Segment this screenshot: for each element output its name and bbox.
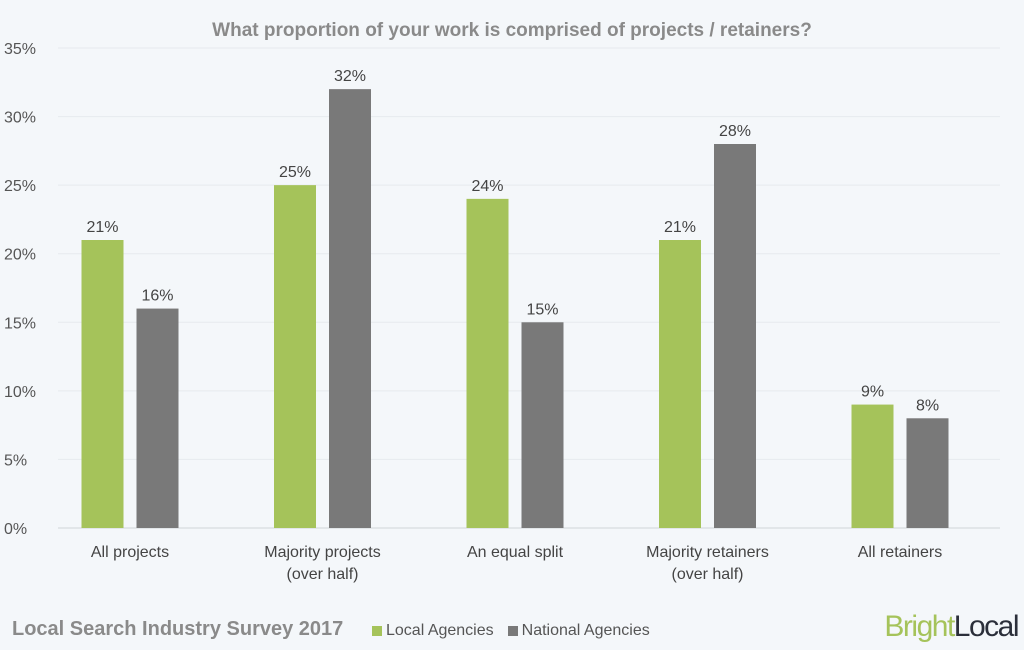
legend-item-national: National Agencies — [507, 622, 650, 640]
y-tick-label: 15% — [4, 315, 36, 332]
data-label: 24% — [471, 178, 503, 195]
brightlocal-logo: BrightLocal — [884, 610, 1019, 643]
y-tick-label: 20% — [4, 247, 36, 264]
legend-item-local: Local Agencies — [372, 622, 494, 640]
y-tick-label: 10% — [4, 384, 36, 401]
data-label: 15% — [526, 301, 558, 318]
bar-local — [851, 404, 894, 528]
bar-local — [81, 240, 124, 528]
x-tick-label: All projects — [91, 544, 169, 561]
legend: Local Agencies National Agencies — [372, 622, 650, 640]
bar-national — [329, 89, 371, 529]
legend-swatch-national — [507, 626, 518, 636]
bar-national — [906, 418, 949, 528]
data-label: 16% — [141, 288, 173, 305]
bar-national — [521, 322, 564, 528]
bar-national — [136, 308, 179, 528]
data-label: 9% — [861, 384, 884, 401]
bar-chart: What proportion of your work is comprise… — [4, 20, 1000, 583]
legend-label: National Agencies — [521, 622, 650, 639]
data-label: 25% — [279, 164, 311, 181]
x-tick-label: All retainers — [858, 544, 942, 561]
y-tick-label: 25% — [4, 178, 36, 195]
bar-national — [714, 144, 756, 528]
x-tick-label: An equal split — [467, 544, 564, 561]
data-label: 8% — [916, 397, 939, 414]
data-label: 21% — [86, 219, 118, 236]
chart-title: What proportion of your work is comprise… — [212, 20, 812, 41]
y-tick-label: 30% — [4, 110, 36, 127]
x-tick-label: Majority retainers — [646, 544, 769, 561]
x-tick-label: (over half) — [286, 566, 358, 583]
data-label: 32% — [334, 68, 366, 85]
legend-label: Local Agencies — [386, 622, 494, 639]
data-label: 21% — [664, 219, 696, 236]
y-tick-label: 0% — [4, 521, 27, 538]
y-tick-label: 5% — [4, 452, 27, 469]
data-label: 28% — [719, 123, 751, 140]
survey-title: Local Search Industry Survey 2017 — [12, 618, 344, 640]
y-tick-label: 35% — [4, 41, 36, 58]
legend-swatch-local — [372, 626, 382, 636]
bar-local — [274, 185, 316, 528]
bar-local — [466, 198, 509, 528]
x-tick-label: Majority projects — [264, 544, 380, 561]
x-tick-label: (over half) — [671, 566, 743, 583]
bar-local — [659, 240, 701, 528]
